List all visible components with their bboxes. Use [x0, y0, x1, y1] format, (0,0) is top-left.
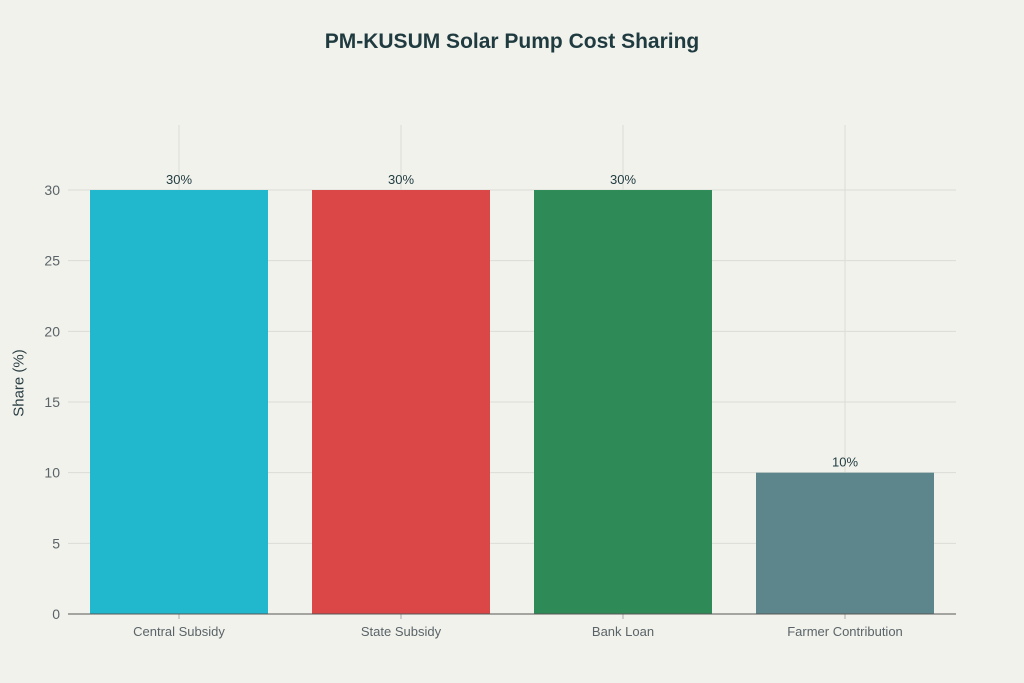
- y-tick-label: 10: [44, 465, 60, 481]
- bar-state-subsidy: [312, 190, 490, 614]
- y-tick-label: 15: [44, 394, 60, 410]
- chart-title: PM-KUSUM Solar Pump Cost Sharing: [324, 30, 700, 53]
- data-label: 30%: [166, 172, 192, 187]
- y-tick-label: 5: [52, 535, 60, 551]
- x-tick-label: Farmer Contribution: [787, 624, 903, 639]
- x-tick-label: Central Subsidy: [133, 624, 225, 639]
- data-label: 30%: [610, 172, 636, 187]
- y-tick-label: 20: [44, 323, 60, 339]
- y-tick-label: 25: [44, 253, 60, 269]
- bar-central-subsidy: [90, 190, 268, 614]
- bar-farmer-contribution: [756, 472, 934, 614]
- y-tick-label: 30: [44, 182, 60, 198]
- x-tick-label: State Subsidy: [361, 624, 442, 639]
- data-label: 30%: [388, 172, 414, 187]
- bar-bank-loan: [534, 190, 712, 614]
- data-label: 10%: [832, 455, 858, 470]
- x-tick-label: Bank Loan: [592, 624, 654, 639]
- y-tick-label: 0: [52, 606, 60, 622]
